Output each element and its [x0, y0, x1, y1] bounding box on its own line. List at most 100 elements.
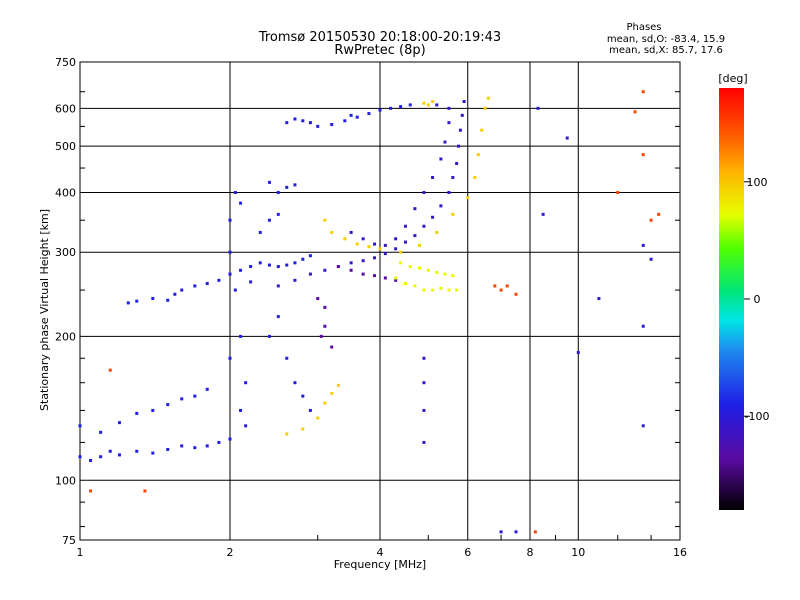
- data-points: [78, 90, 661, 534]
- echo-point: [330, 391, 334, 395]
- echo-point: [343, 237, 347, 241]
- echo-point: [641, 90, 645, 94]
- echo-point: [435, 103, 439, 107]
- echo-point: [361, 272, 365, 276]
- echo-point: [89, 489, 93, 493]
- echo-point: [308, 272, 312, 276]
- echo-point: [462, 100, 466, 104]
- echo-point: [267, 218, 271, 222]
- echo-point: [641, 243, 645, 247]
- echo-point: [383, 276, 387, 280]
- echo-point: [293, 381, 297, 385]
- colorbar-tick-label: -100: [745, 410, 770, 423]
- echo-point: [239, 334, 243, 338]
- echo-point: [394, 278, 398, 282]
- echo-point: [228, 272, 232, 276]
- y-tick-label: 500: [55, 140, 76, 153]
- echo-point: [355, 115, 359, 119]
- echo-point: [399, 105, 403, 109]
- echo-point: [276, 315, 280, 319]
- echo-point: [349, 261, 353, 265]
- echo-point: [447, 288, 451, 292]
- echo-point: [394, 276, 398, 280]
- echo-point: [451, 212, 455, 216]
- echo-point: [486, 96, 490, 100]
- phase-stats-x: mean, sd,X: 85.7, 17.6: [609, 45, 723, 56]
- echo-point: [258, 230, 262, 234]
- echo-point: [505, 284, 509, 288]
- echo-point: [473, 175, 477, 179]
- echo-point: [330, 230, 334, 234]
- echo-point: [455, 161, 459, 165]
- echo-point: [108, 368, 112, 372]
- echo-point: [641, 324, 645, 328]
- echo-point: [319, 334, 323, 338]
- echo-point: [483, 106, 487, 110]
- y-tick-label: 400: [55, 186, 76, 199]
- echo-point: [373, 274, 377, 278]
- echo-point: [361, 259, 365, 263]
- echo-point: [323, 401, 327, 405]
- x-tick-label: 4: [377, 546, 384, 559]
- echo-point: [166, 298, 170, 302]
- x-tick-label: 10: [571, 546, 585, 559]
- echo-point: [217, 440, 221, 444]
- echo-point: [323, 305, 327, 309]
- echo-point: [576, 351, 580, 355]
- echo-point: [89, 458, 93, 462]
- echo-point: [536, 106, 540, 110]
- echo-point: [135, 449, 139, 453]
- echo-point: [205, 282, 209, 286]
- echo-point: [126, 301, 130, 305]
- echo-point: [316, 297, 320, 301]
- echo-point: [267, 263, 271, 267]
- echo-point: [293, 278, 297, 282]
- echo-point: [431, 288, 435, 292]
- echo-point: [422, 190, 426, 194]
- echo-point: [323, 268, 327, 272]
- echo-point: [439, 157, 443, 161]
- echo-point: [447, 106, 451, 110]
- echo-point: [466, 196, 470, 200]
- echo-point: [285, 263, 289, 267]
- echo-point: [228, 437, 232, 441]
- echo-point: [193, 394, 197, 398]
- echo-point: [193, 446, 197, 450]
- y-tick-label: 200: [55, 330, 76, 343]
- echo-point: [451, 175, 455, 179]
- echo-point: [413, 284, 417, 288]
- chart-subtitle: RwPretec (8p): [334, 43, 425, 58]
- x-tick-label: 1: [77, 546, 84, 559]
- echo-point: [249, 265, 253, 269]
- echo-point: [378, 247, 382, 251]
- echo-point: [422, 288, 426, 292]
- echo-point: [323, 218, 327, 222]
- echo-point: [228, 218, 232, 222]
- echo-point: [422, 356, 426, 360]
- echo-point: [641, 424, 645, 428]
- echo-point: [422, 440, 426, 444]
- echo-point: [330, 123, 334, 127]
- echo-point: [276, 265, 280, 269]
- echo-point: [458, 128, 462, 132]
- echo-point: [233, 288, 237, 292]
- echo-point: [435, 271, 439, 275]
- echo-point: [431, 175, 435, 179]
- echo-point: [239, 408, 243, 412]
- y-tick-label: 100: [55, 474, 76, 487]
- echo-point: [293, 117, 297, 121]
- echo-point: [308, 408, 312, 412]
- echo-point: [349, 113, 353, 117]
- echo-point: [244, 381, 248, 385]
- echo-point: [394, 247, 398, 251]
- echo-point: [117, 453, 121, 457]
- echo-point: [228, 356, 232, 360]
- echo-point: [228, 250, 232, 254]
- echo-point: [361, 237, 365, 241]
- colorbar-tick-label: 0: [754, 293, 761, 306]
- echo-point: [301, 257, 305, 261]
- chart-title: Tromsø 20150530 20:18:00-20:19:43: [258, 30, 501, 45]
- echo-point: [301, 394, 305, 398]
- echo-point: [316, 124, 320, 128]
